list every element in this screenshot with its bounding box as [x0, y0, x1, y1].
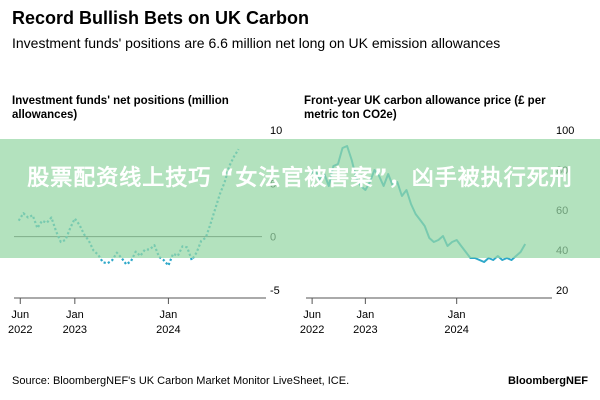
left-x-tick-month: Jun — [11, 309, 29, 321]
right-x-tick-year: 2023 — [353, 324, 377, 336]
left-x-tick-month: Jan — [160, 309, 178, 321]
right-panel-title: Front-year UK carbon allowance price (£ … — [304, 95, 546, 121]
chart-subtitle: Investment funds' positions are 6.6 mill… — [12, 35, 501, 51]
watermark-banner — [0, 139, 600, 258]
left-x-tick-month: Jan — [66, 309, 84, 321]
left-x-tick-year: 2024 — [156, 324, 180, 336]
watermark-text: 股票配资线上技巧 “女法官被害案”，凶手被执行死刑 — [27, 166, 573, 191]
brand-logo: BloombergNEF — [507, 375, 588, 387]
right-x-tick-year: 2022 — [300, 324, 324, 336]
left-x-tick-year: 2022 — [8, 324, 32, 336]
right-x-tick-month: Jan — [448, 309, 466, 321]
right-chart-group: 10080604020Jun2022Jan2023Jan2024 — [300, 125, 574, 336]
right-x-tick-year: 2024 — [444, 324, 468, 336]
right-y-tick-label: 20 — [556, 285, 568, 297]
left-x-tick-year: 2023 — [63, 324, 87, 336]
source-note: Source: BloombergNEF's UK Carbon Market … — [12, 375, 350, 387]
right-x-tick-month: Jun — [303, 309, 321, 321]
left-panel-title: Investment funds' net positions (million… — [12, 95, 229, 121]
chart-title: Record Bullish Bets on UK Carbon — [12, 8, 310, 28]
left-y-tick-label: -5 — [270, 285, 280, 297]
left-y-tick-label: 10 — [270, 125, 282, 137]
right-y-tick-label: 100 — [556, 125, 574, 137]
right-x-tick-month: Jan — [356, 309, 374, 321]
